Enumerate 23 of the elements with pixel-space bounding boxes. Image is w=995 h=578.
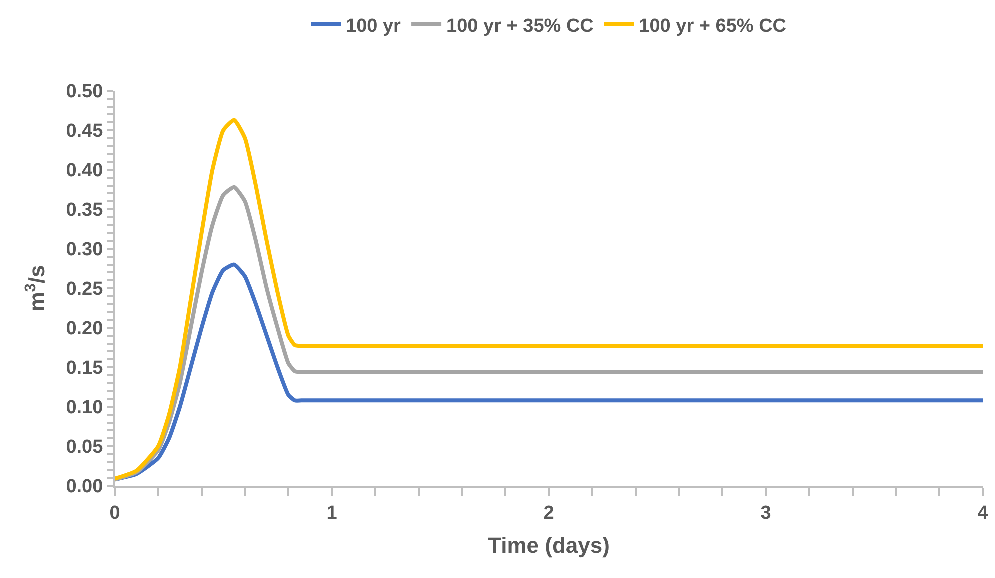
x-axis-title: Time (days) [488, 533, 610, 558]
x-tick-label: 0 [110, 502, 120, 524]
y-tick-label: 0.10 [66, 398, 104, 419]
y-tick-label: 0.00 [66, 476, 104, 498]
x-tick-label: 1 [326, 502, 338, 524]
line-series [115, 262, 983, 482]
legend-label: 100 yr + 35% CC [446, 16, 594, 37]
x-tick-label: 3 [760, 502, 772, 524]
line-series [115, 185, 983, 482]
legend-label: 100 yr [346, 16, 402, 37]
y-tick-label: 0.30 [66, 240, 104, 261]
y-tick-label: 0.40 [66, 160, 104, 182]
y-tick-label: 0.05 [66, 437, 104, 458]
x-tick-label: 4 [978, 502, 989, 524]
y-tick-label: 0.25 [66, 279, 104, 300]
legend-label: 100 yr + 65% CC [639, 16, 787, 37]
y-tick-label: 0.20 [66, 318, 104, 340]
y-tick-label: 0.50 [66, 82, 104, 103]
x-tick-label: 2 [544, 502, 554, 524]
y-tick-label: 0.15 [66, 358, 104, 380]
y-tick-label: 0.45 [66, 121, 104, 142]
line-series [115, 118, 983, 481]
y-tick-label: 0.35 [66, 200, 104, 222]
